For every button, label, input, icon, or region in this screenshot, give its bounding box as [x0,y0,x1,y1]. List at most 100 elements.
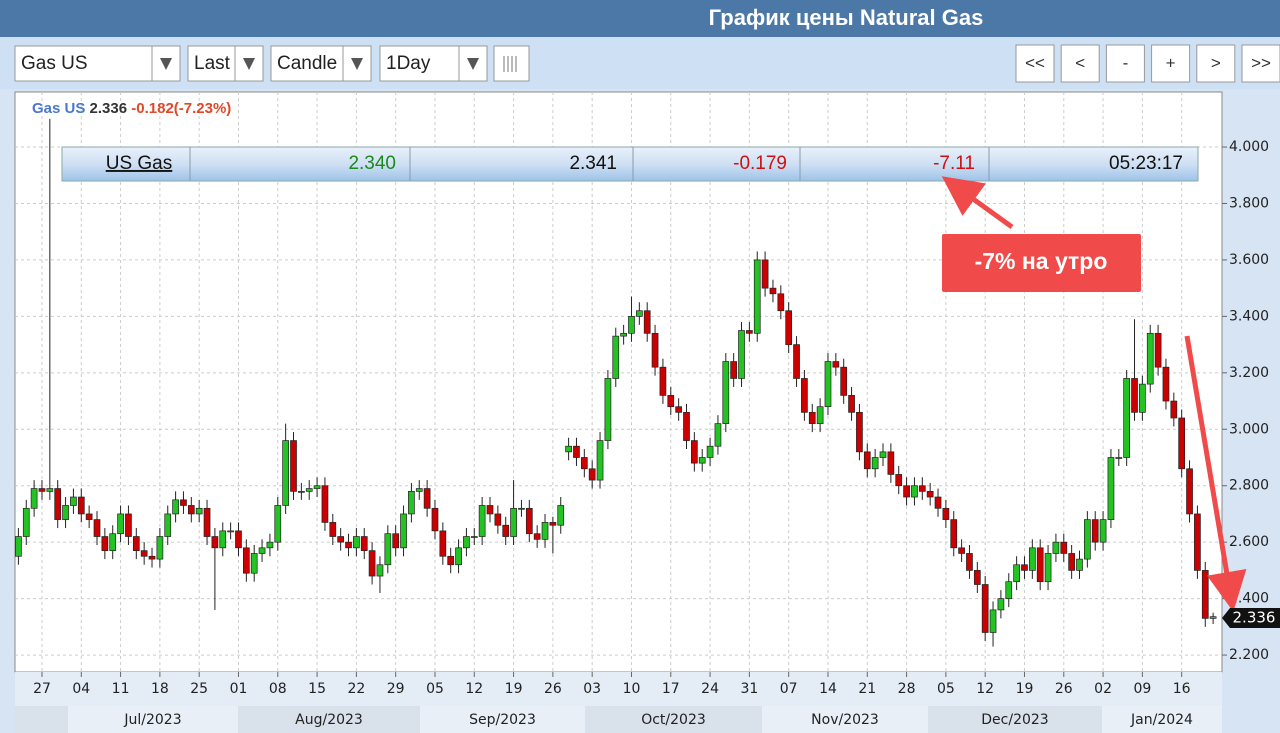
candle-body [313,485,321,489]
y-tick-label: 3.400 [1229,308,1269,324]
candle-body [258,547,266,554]
candle-body [722,361,730,424]
candle-body [148,555,156,560]
candle-body [54,488,62,520]
nav-button-box [1241,44,1280,83]
candle-body [1013,564,1020,583]
dropdown[interactable]: Candle [270,45,372,82]
month-label: Aug/2023 [295,712,363,728]
candle-body [510,507,517,537]
dropdown-label: Last [194,53,231,74]
x-tick-label: 03 [583,681,601,697]
candle-body [22,507,30,537]
candle-body [573,445,580,458]
x-tick-label: 05 [426,681,444,697]
candle-body [415,488,423,492]
x-tick-label: 26 [1055,681,1073,697]
x-tick-label: 02 [1094,681,1112,697]
candle-body [1146,332,1154,385]
page-title: График цены Natural Gas [709,5,984,30]
candle-body [557,505,565,526]
candle-body [565,445,572,453]
month-label: Jul/2023 [123,712,181,728]
candle-body [997,598,1005,611]
candle-body [1052,541,1060,554]
x-tick-label: 11 [112,681,130,697]
dropdown[interactable]: Gas US [14,45,181,82]
month-band [68,706,238,733]
dropdown[interactable]: 1Day [379,45,488,82]
candle-body [1005,581,1013,599]
annotation-text: -7% на утро [975,248,1108,274]
candle-body [478,505,486,537]
x-tick-label: 04 [72,681,90,697]
indicator-button[interactable] [493,45,530,82]
candle-body [1131,378,1138,413]
candle-body [989,609,997,633]
candle-body [706,445,714,458]
candle-body [211,536,219,549]
candle-body [187,505,195,515]
candle-body [966,553,973,571]
nav-button[interactable]: >> [1241,44,1280,83]
dropdown-label: Candle [277,53,337,74]
candle-body [290,440,297,492]
candle-body [683,411,690,441]
candle-body [329,522,337,537]
legend-change: -0.182(-7.23%) [131,100,231,117]
candle-body [973,570,981,585]
month-label: Dec/2023 [981,712,1048,728]
candle-body [824,361,832,408]
candle-body [321,485,329,523]
candle-body [879,451,887,458]
quote-cell: 2.340 [348,153,396,174]
candle-body [934,496,942,509]
candle-body [667,395,675,408]
quote-bar [61,146,1199,182]
x-tick-label: 19 [1016,681,1034,697]
candle-body [1170,400,1178,419]
nav-button[interactable]: << [1015,44,1055,83]
candle-body [1115,457,1123,459]
candle-body [250,553,258,574]
candle-body [38,488,46,492]
y-tick-label: 3.600 [1229,252,1269,268]
nav-button[interactable]: + [1151,44,1191,83]
candle-body [470,536,478,538]
candle-body [227,530,234,533]
annotation-arrow [941,176,1014,230]
candle-body [62,505,69,520]
x-tick-label: 10 [623,681,641,697]
nav-button[interactable]: - [1105,44,1145,83]
candle-body [93,519,101,537]
dropdown-label: Gas US [21,53,88,74]
header-bar [0,0,1280,37]
candle-body [871,457,879,470]
candle-body [620,332,627,337]
x-tick-label: 17 [662,681,680,697]
candle-body [856,411,863,453]
candle-body [156,536,164,560]
candle-body [1099,519,1107,543]
quote-cell: 2.341 [569,153,617,174]
x-tick-label: 07 [780,681,798,697]
quote-cell: -0.179 [733,153,787,174]
candle-body [235,530,242,549]
candle-body [172,499,179,515]
candle-body [635,310,643,317]
x-tick-label: 08 [269,681,287,697]
candle-body [384,533,392,566]
x-tick-label: 01 [230,681,248,697]
nav-button[interactable]: > [1196,44,1236,83]
candle-body [628,316,635,334]
trend-arrow [1184,335,1247,612]
candle-body [1084,519,1091,560]
dropdown[interactable]: Last [187,45,264,82]
dropdown-arrow [160,58,172,70]
candle-body [502,524,510,537]
candle-body [659,366,667,396]
candle-body [298,491,305,493]
month-label: Nov/2023 [811,712,879,728]
nav-button[interactable]: < [1060,44,1100,83]
candle-body [266,541,274,549]
